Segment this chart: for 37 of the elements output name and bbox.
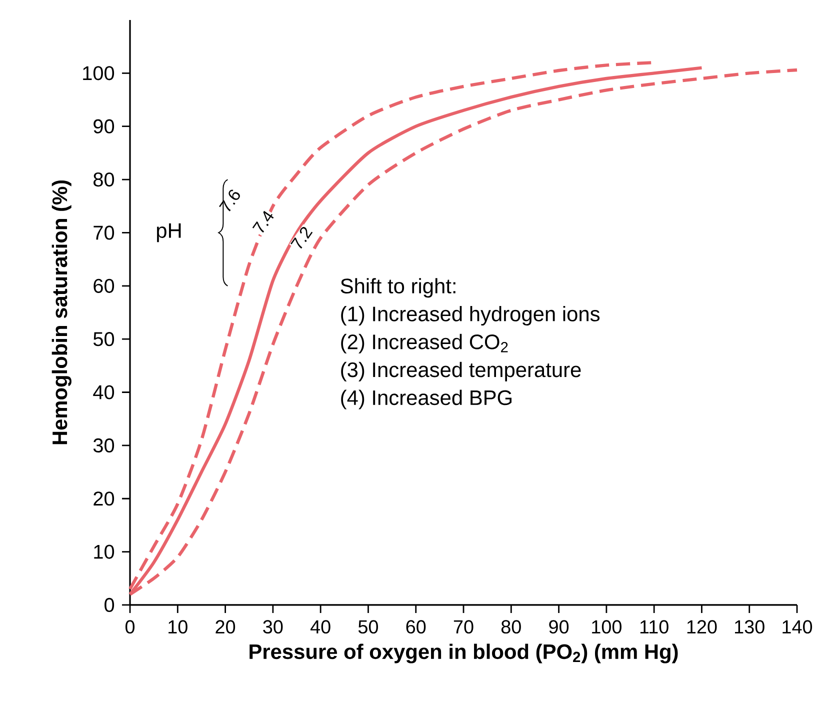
- x-tick-label: 80: [501, 620, 521, 634]
- y-tick-label: 90: [94, 119, 114, 134]
- x-tick-label: 110: [640, 620, 668, 634]
- x-tick-label: 20: [216, 620, 236, 634]
- x-tick-label: 140: [782, 620, 812, 634]
- y-tick-label: 40: [93, 385, 114, 400]
- x-tick-label: 30: [263, 620, 283, 634]
- x-tick-label: 70: [454, 620, 474, 634]
- annotation: pH: [156, 223, 181, 242]
- annotation: (2) Increased CO$_{2}$: [341, 334, 508, 354]
- x-tick-label: 40: [310, 620, 330, 634]
- x-tick-label: 100: [592, 620, 622, 634]
- annotation: (3) Increased temperature: [341, 362, 581, 382]
- x-tick-label: 90: [549, 620, 569, 634]
- x-tick-label: 120: [687, 620, 717, 634]
- x-axis-title: Pressure of oxygen in blood (PO$_{2}$) (mm Hg): [250, 644, 678, 664]
- x-tick-label: 10: [168, 620, 188, 634]
- y-tick-label: 10: [94, 544, 114, 559]
- annotation: 7.4: [252, 210, 274, 233]
- y-tick-label: 30: [93, 438, 114, 452]
- x-tick-label: 60: [406, 620, 426, 634]
- y-tick-label: 70: [94, 226, 114, 240]
- annotation: (1) Increased hydrogen ions: [341, 306, 600, 326]
- y-tick-label: 60: [94, 278, 114, 293]
- x-tick-label: 130: [735, 620, 764, 634]
- x-tick-label: 50: [358, 620, 378, 634]
- y-tick-label: 80: [94, 172, 114, 187]
- x-tick-label: 0: [125, 620, 135, 634]
- annotation: 7.2: [290, 227, 313, 249]
- y-tick-label: 100: [83, 66, 114, 80]
- annotation: (4) Increased BPG: [341, 390, 512, 410]
- y-tick-label: 0: [104, 598, 114, 612]
- y-axis-title: Hemoglobin saturation (%): [52, 180, 72, 444]
- y-tick-label: 50: [93, 332, 114, 346]
- y-tick-label: 20: [94, 492, 114, 506]
- annotation: Shift to right:: [340, 278, 456, 298]
- annotation: 7.6: [219, 190, 240, 212]
